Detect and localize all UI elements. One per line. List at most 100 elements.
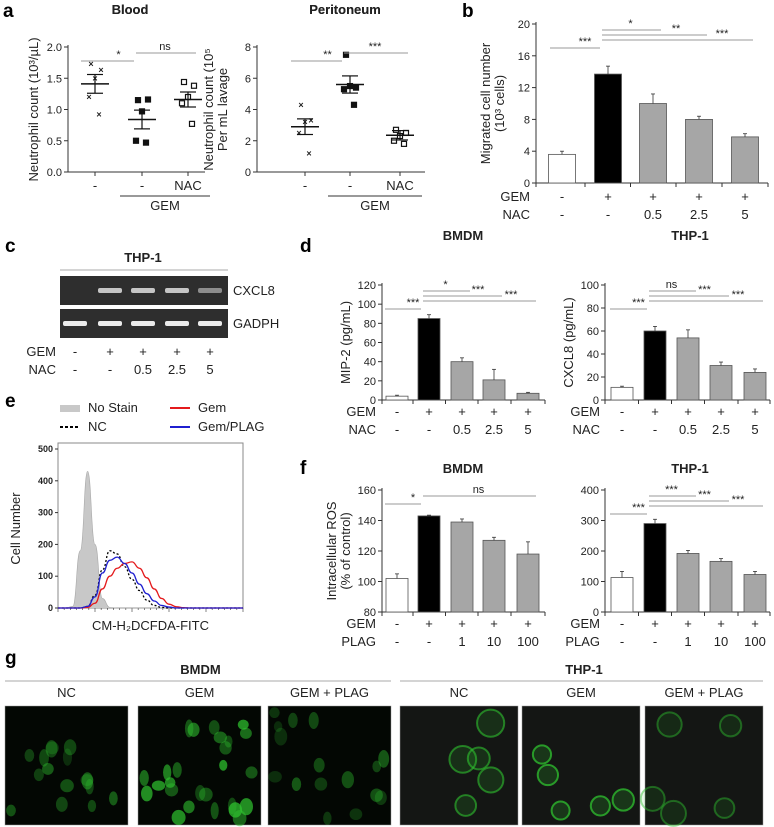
condition-value: - [395,616,399,631]
y-tick-label: 6 [245,73,251,85]
cell [378,750,390,768]
data-point-square [132,137,140,144]
condition-value: + [173,344,181,359]
cell [171,809,186,825]
bar [709,560,733,613]
cell [531,744,553,765]
y-tick-label: 40 [587,349,599,361]
data-point-square [390,137,398,144]
condition-value: - [653,634,657,649]
significance-label: ** [672,23,681,35]
chart-title: THP-1 [671,461,709,476]
condition-value: 5 [751,422,758,437]
condition-value: + [458,404,466,419]
condition-value: - [560,207,564,222]
cell [659,799,687,827]
condition-value: - [395,634,399,649]
y-tick-label: 80 [364,318,376,330]
cell [245,766,258,779]
bar [743,371,767,401]
condition-value: 0.5 [679,422,697,437]
cell [213,731,227,744]
y-tick-label: 2 [245,136,251,148]
cell [87,799,97,813]
condition-value: - [395,422,399,437]
data-point-square [350,101,358,108]
bar [643,330,667,401]
data-point-square [340,86,348,93]
cell [656,711,683,738]
y-tick-label: 60 [364,338,376,350]
condition-value: + [651,404,659,419]
condition-value: 5 [206,362,213,377]
cell [291,777,302,792]
condition-value: + [741,189,749,204]
cell [45,741,59,755]
data-point-x: × [86,92,91,102]
data-point-x: × [298,100,303,110]
y-tick-label: 100 [38,571,53,581]
bar [516,392,540,401]
gel-band [198,321,222,326]
micrograph-label: GEM [566,685,596,700]
condition-value: + [684,616,692,631]
gel-band-label: GADPH [233,316,279,331]
cell [39,749,49,767]
data-point-square [134,97,142,104]
gel-band [98,288,122,293]
micrograph-label: GEM [185,685,215,700]
cell [536,763,560,787]
gel-title: THP-1 [124,250,162,265]
cell [611,788,635,812]
y-tick-label: 0 [524,178,530,190]
cell [239,727,252,739]
panel-label-f: f [300,458,307,479]
chart-title: BMDM [443,461,483,476]
y-tick-label: 80 [587,303,599,315]
significance-label: *** [665,484,679,496]
condition-value: - [620,422,624,437]
legend-label: NC [88,419,107,434]
significance-label: *** [472,284,486,296]
condition-value: 10 [714,634,728,649]
significance-label: *** [632,297,646,309]
micrograph-image [4,705,129,826]
cell [476,708,506,738]
cell [85,778,94,795]
panel-label-c: c [5,236,16,257]
cell [24,748,35,762]
panel-label-d: d [300,236,312,257]
cell [454,794,478,817]
condition-value: + [139,344,147,359]
y-axis-label: Per mL lavage [215,68,230,151]
group-label: - [140,178,144,193]
condition-value: + [751,404,759,419]
micrograph-group-title: THP-1 [565,662,603,677]
significance-label: *** [505,289,519,301]
cell [718,714,743,738]
bar [417,318,441,401]
cell [140,785,153,802]
condition-value: 1 [458,634,465,649]
y-tick-label: 16 [518,51,530,63]
y-tick-label: 2.0 [47,42,62,54]
condition-value: 100 [744,634,766,649]
gel-band [131,288,155,293]
y-tick-label: 1.0 [47,105,62,117]
group-bracket-label: GEM [360,198,390,213]
y-tick-label: 100 [581,577,599,589]
cell [55,796,68,812]
y-tick-label: 4 [524,146,530,158]
condition-value: + [695,189,703,204]
bar [482,379,506,401]
significance-label: ns [666,279,678,291]
cell [314,777,328,791]
cell [210,802,219,820]
legend-label: Gem [198,400,226,415]
condition-value: + [604,189,612,204]
significance-label: * [443,279,448,291]
cell [550,800,571,821]
condition-row-label: GEM [346,404,376,419]
gel-band [165,288,189,293]
significance-label: *** [369,41,383,53]
